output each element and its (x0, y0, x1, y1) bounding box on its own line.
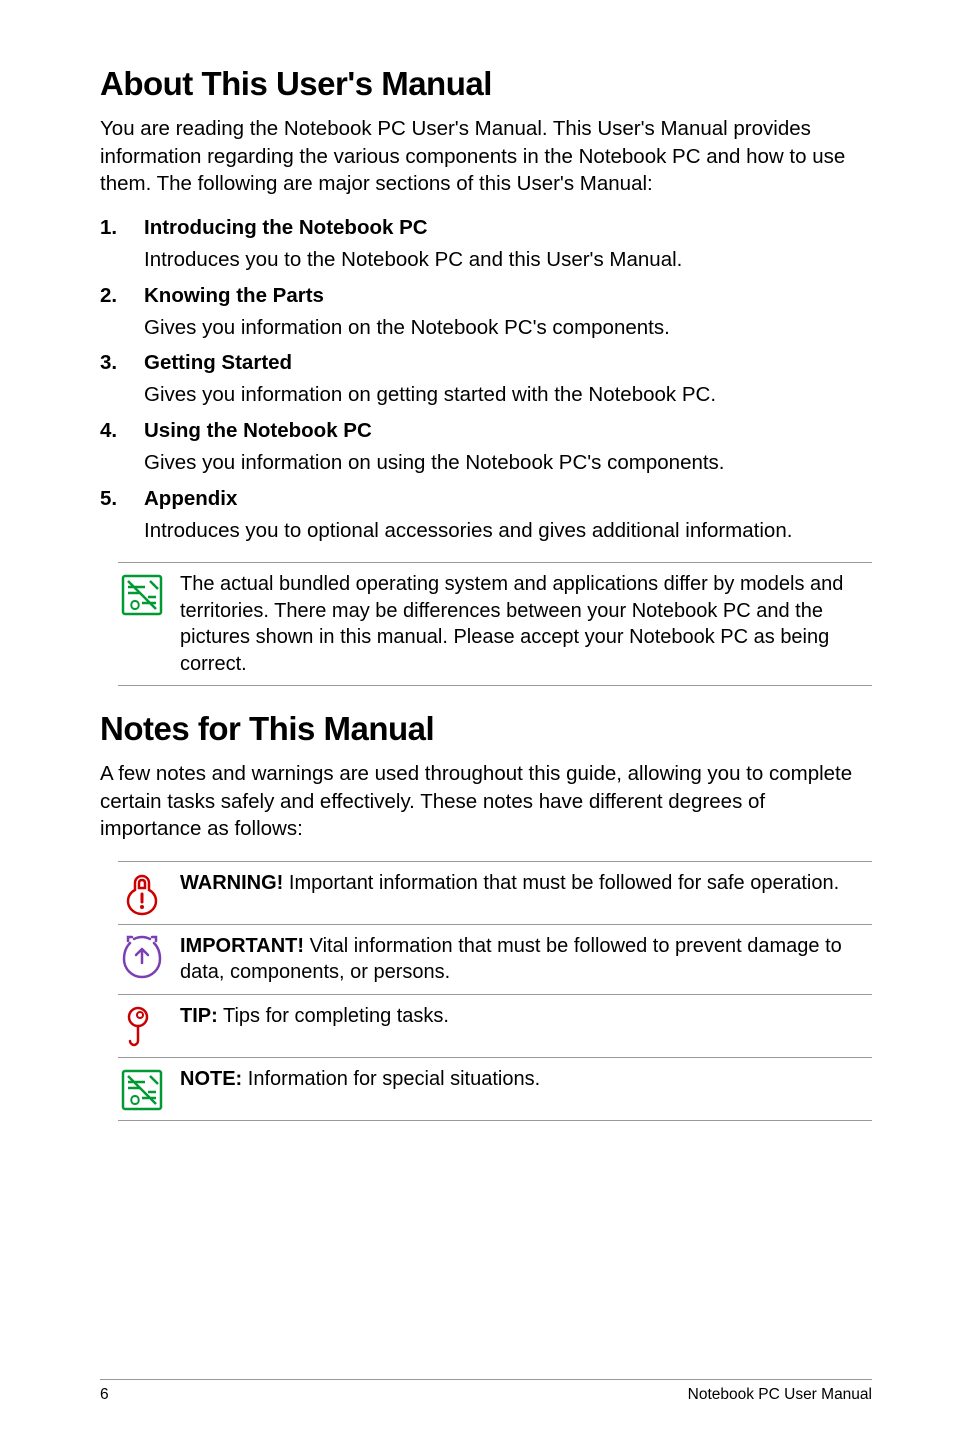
important-note: IMPORTANT! Vital information that must b… (118, 924, 872, 994)
note-body: Information for special situations. (242, 1068, 540, 1090)
note-body: Important information that must be follo… (283, 872, 839, 894)
list-title: Using the Notebook PC (144, 419, 872, 443)
notes-group: WARNING! Important information that must… (118, 861, 872, 1121)
note-icon (118, 1066, 180, 1112)
page-number: 6 (100, 1386, 109, 1404)
list-title: Introducing the Notebook PC (144, 216, 872, 240)
note-text: TIP: Tips for completing tasks. (180, 1003, 872, 1029)
list-item-header: 1. Introducing the Notebook PC (100, 216, 872, 240)
list-item-header: 4. Using the Notebook PC (100, 419, 872, 443)
list-title: Getting Started (144, 351, 872, 375)
list-item: 4. Using the Notebook PC Gives you infor… (100, 419, 872, 477)
note-text: The actual bundled operating system and … (180, 571, 872, 677)
list-number: 4. (100, 419, 144, 443)
list-number: 5. (100, 487, 144, 511)
list-title: Appendix (144, 487, 872, 511)
page-footer: 6 Notebook PC User Manual (100, 1379, 872, 1404)
list-desc: Gives you information on the Notebook PC… (144, 314, 872, 342)
list-number: 2. (100, 284, 144, 308)
list-number: 1. (100, 216, 144, 240)
warning-icon (118, 870, 180, 916)
list-desc: Gives you information on getting started… (144, 381, 872, 409)
note-label: IMPORTANT! (180, 935, 304, 957)
list-item: 1. Introducing the Notebook PC Introduce… (100, 216, 872, 274)
list-desc: Introduces you to optional accessories a… (144, 517, 872, 545)
list-item-header: 5. Appendix (100, 487, 872, 511)
important-icon (118, 933, 180, 979)
footer-label: Notebook PC User Manual (688, 1386, 872, 1404)
note-label: WARNING! (180, 872, 283, 894)
sections-list: 1. Introducing the Notebook PC Introduce… (100, 216, 872, 544)
list-item-header: 3. Getting Started (100, 351, 872, 375)
note-note: NOTE: Information for special situations… (118, 1057, 872, 1121)
list-item: 5. Appendix Introduces you to optional a… (100, 487, 872, 545)
page-heading-1: About This User's Manual (100, 65, 872, 103)
note-body: Tips for completing tasks. (218, 1005, 449, 1027)
tip-note: TIP: Tips for completing tasks. (118, 994, 872, 1057)
note-label: NOTE: (180, 1068, 242, 1090)
top-note-box: The actual bundled operating system and … (118, 562, 872, 686)
list-desc: Introduces you to the Notebook PC and th… (144, 246, 872, 274)
note-text: WARNING! Important information that must… (180, 870, 872, 896)
list-item: 2. Knowing the Parts Gives you informati… (100, 284, 872, 342)
list-desc: Gives you information on using the Noteb… (144, 449, 872, 477)
intro-paragraph-2: A few notes and warnings are used throug… (100, 760, 872, 843)
note-label: TIP: (180, 1005, 218, 1027)
tip-icon (118, 1003, 180, 1049)
list-title: Knowing the Parts (144, 284, 872, 308)
page-heading-2: Notes for This Manual (100, 710, 872, 748)
list-item-header: 2. Knowing the Parts (100, 284, 872, 308)
list-number: 3. (100, 351, 144, 375)
warning-note: WARNING! Important information that must… (118, 861, 872, 924)
list-item: 3. Getting Started Gives you information… (100, 351, 872, 409)
intro-paragraph-1: You are reading the Notebook PC User's M… (100, 115, 872, 198)
note-icon (118, 571, 180, 617)
note-text: NOTE: Information for special situations… (180, 1066, 872, 1092)
note-text: IMPORTANT! Vital information that must b… (180, 933, 872, 986)
